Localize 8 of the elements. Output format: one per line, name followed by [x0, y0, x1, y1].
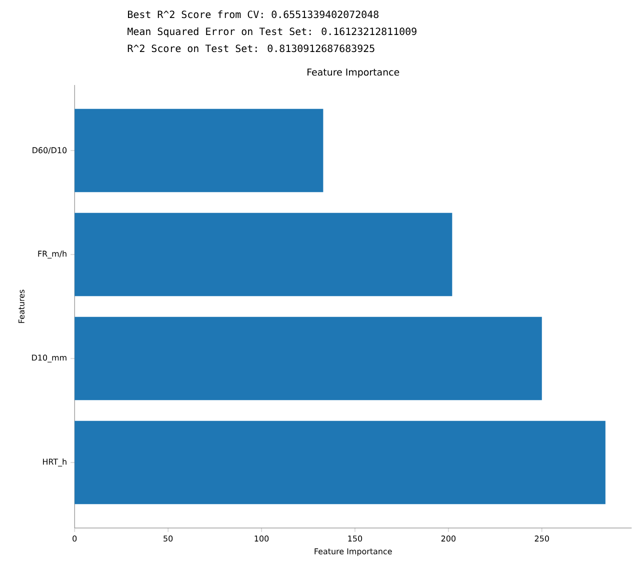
text: R^2 Score on Test Set: 0.8130912687683925 — [128, 44, 374, 52]
text: Best R^2 Score from CV: 0.6551339402072048 — [128, 10, 378, 18]
bar — [74, 212, 452, 296]
bar — [74, 420, 606, 504]
bar — [74, 108, 324, 192]
text: Mean Squared Error on Test Set: 0.16123212811009 — [128, 27, 416, 38]
chart-title: Feature Importance — [308, 68, 400, 78]
bar — [74, 316, 542, 400]
